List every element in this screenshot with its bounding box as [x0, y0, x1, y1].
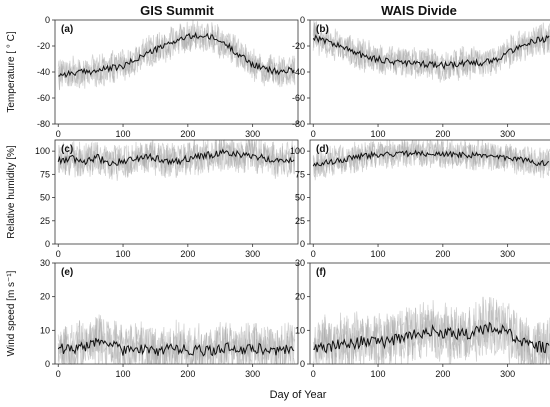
x-tick-label: 100 [116, 129, 131, 139]
y-tick-label: 100 [35, 146, 50, 156]
observation-trace [312, 21, 550, 81]
x-tick-label: 200 [435, 369, 450, 379]
x-tick-label: 100 [371, 369, 386, 379]
column-title-wais: WAIS Divide [381, 3, 457, 18]
observation-trace [57, 316, 296, 365]
y-tick-label: 30 [295, 258, 305, 268]
panel-label: (c) [61, 144, 73, 155]
panel-label: (f) [316, 267, 326, 278]
observation-trace [57, 139, 296, 179]
y-tick-label: -60 [37, 93, 50, 103]
panel-b: 0 100 200 300 -80 -60 -40 -20 0 (b) [292, 15, 550, 139]
observation-trace [312, 139, 550, 179]
panel-c: 0 100 200 300 0 25 50 75 100 (c) Relative humidity… [6, 139, 299, 259]
x-tick-label: 300 [500, 369, 515, 379]
observation-trace [57, 21, 296, 91]
observation-trace [312, 21, 550, 83]
x-tick-label: 0 [56, 369, 61, 379]
mean-line [57, 337, 295, 357]
y-tick-label: 0 [300, 15, 305, 25]
mean-line [58, 31, 295, 79]
panel-label: (a) [61, 24, 73, 35]
mean-line [313, 321, 550, 354]
panels: 0 100 200 300-80-60-40-200(a)Temperature [ … [6, 15, 550, 379]
observation-trace [312, 139, 550, 181]
observation-trace [312, 297, 550, 366]
y-tick-label: 75 [40, 169, 50, 179]
panel-label: (d) [316, 144, 329, 155]
y-tick-label: -40 [37, 67, 50, 77]
y-tick-label: 25 [295, 216, 305, 226]
panel-e: 0 100 200 300 0 10 20 30 (e) Wind speed [m s⁻¹] [6, 258, 299, 379]
plot-frame [309, 139, 550, 245]
y-tick-label: -20 [37, 41, 50, 51]
mean-line [312, 34, 550, 70]
y-tick-label: 0 [45, 239, 50, 249]
x-tick-label: 300 [245, 129, 260, 139]
x-tick-label: 100 [371, 129, 386, 139]
panel-label: (b) [316, 24, 329, 35]
x-tick-label: 0 [311, 369, 316, 379]
x-tick-label: 200 [435, 249, 450, 259]
x-tick-label: 200 [180, 249, 195, 259]
x-tick-label: 100 [116, 249, 131, 259]
x-tick-label: 200 [180, 129, 195, 139]
y-tick-label: 20 [295, 292, 305, 302]
y-axis-label: Wind speed [m s⁻¹] [6, 270, 17, 356]
x-tick-label: 300 [500, 129, 515, 139]
mean-line [57, 148, 295, 167]
x-tick-label: 200 [435, 129, 450, 139]
y-tick-label: 0 [300, 359, 305, 369]
x-tick-label: 100 [116, 369, 131, 379]
observation-trace [57, 314, 296, 365]
y-tick-label: 30 [40, 258, 50, 268]
x-axis-label: Day of Year [270, 389, 327, 401]
observation-trace [57, 23, 296, 90]
x-tick-label: 0 [311, 129, 316, 139]
panel-label: (e) [61, 267, 73, 278]
plot-frame [54, 139, 299, 245]
panel-a: 0 100 200 300 -80 -60 -40 -20 0 (a) Temperature [ … [6, 15, 299, 139]
observation-trace [57, 139, 296, 181]
y-axis-label: Relative humidity [%] [6, 145, 17, 239]
x-tick-label: 0 [56, 129, 61, 139]
y-tick-label: -80 [292, 119, 305, 129]
x-tick-label: 200 [180, 369, 195, 379]
x-tick-label: 300 [245, 369, 260, 379]
y-tick-label: 50 [40, 193, 50, 203]
y-tick-label: 0 [300, 239, 305, 249]
y-tick-label: -80 [37, 119, 50, 129]
plot-frame [54, 262, 299, 365]
column-title-gis: GIS Summit [140, 3, 214, 18]
observation-trace [57, 139, 296, 178]
mean-line [312, 149, 550, 167]
y-tick-label: 75 [295, 169, 305, 179]
x-tick-label: 0 [56, 249, 61, 259]
y-axis-label: Temperature [ ° C] [6, 31, 17, 112]
y-tick-label: 25 [40, 216, 50, 226]
y-tick-label: -40 [292, 67, 305, 77]
x-tick-label: 300 [245, 249, 260, 259]
observation-trace [312, 139, 550, 178]
plot-frame [309, 262, 550, 365]
y-tick-label: 10 [295, 325, 305, 335]
y-tick-label: 50 [295, 193, 305, 203]
x-tick-label: 100 [371, 249, 386, 259]
y-tick-label: -60 [292, 93, 305, 103]
panel-d: 0 100 200 300 0 25 50 75 100 (d) [290, 139, 550, 259]
panel-f: 0 100 200 300 0 10 20 30 (f) [295, 258, 550, 379]
x-tick-label: 300 [500, 249, 515, 259]
observation-trace [312, 297, 550, 365]
y-tick-label: 0 [45, 359, 50, 369]
y-tick-label: 0 [45, 15, 50, 25]
y-tick-label: 20 [40, 292, 50, 302]
y-tick-label: 100 [290, 146, 305, 156]
x-tick-label: 0 [311, 249, 316, 259]
y-tick-label: -20 [292, 41, 305, 51]
y-tick-label: 10 [40, 325, 50, 335]
